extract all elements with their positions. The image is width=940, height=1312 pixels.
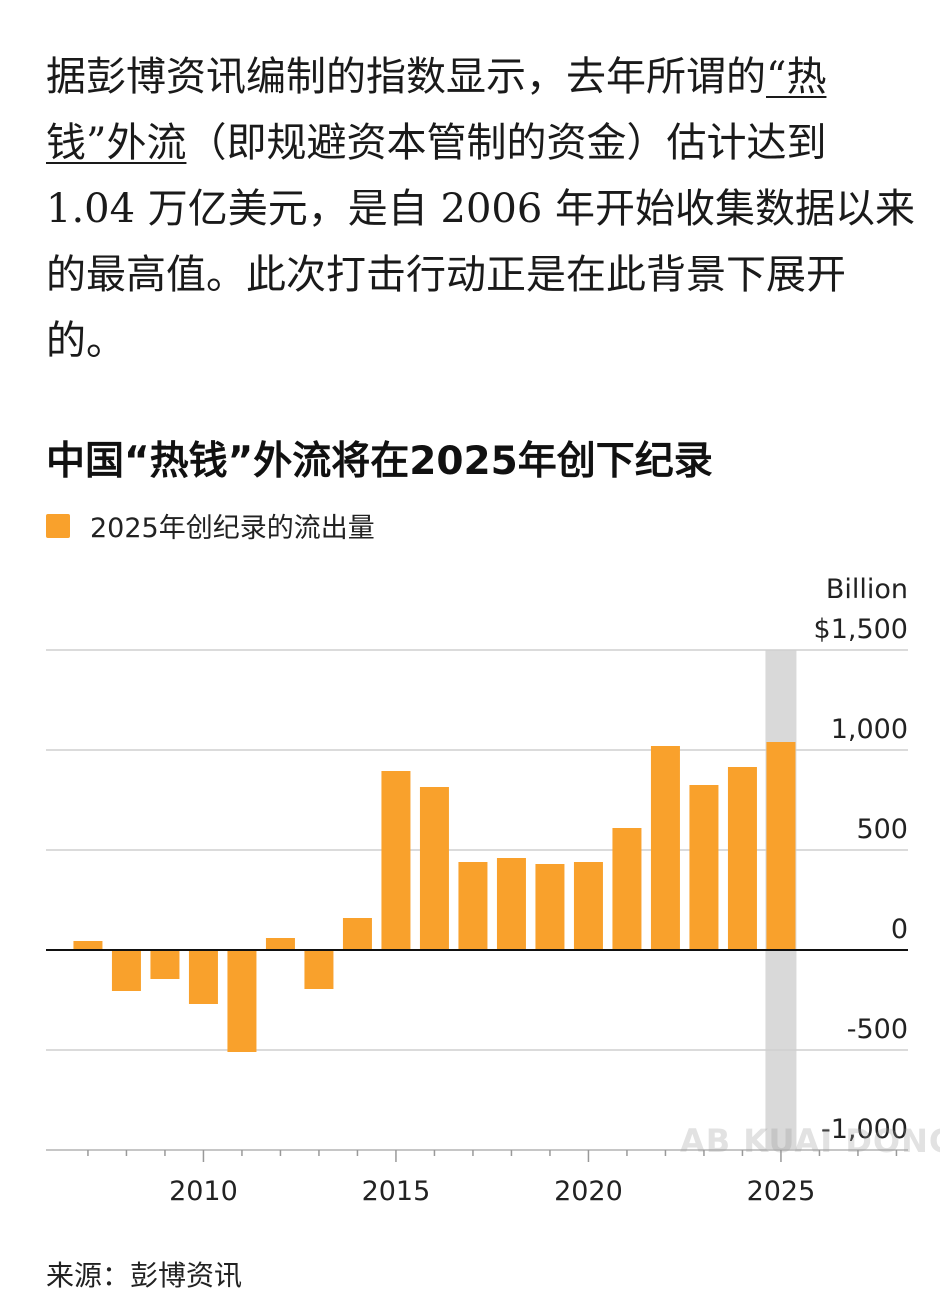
bar-2012 (265, 938, 295, 950)
bar-2022 (650, 746, 680, 950)
legend-swatch (46, 513, 70, 538)
chart-title: 中国“热钱”外流将在2025年创下纪录 (46, 439, 713, 484)
source-note: 来源：彭博资讯 (46, 1259, 243, 1292)
y-tick-label: 1,000 (831, 714, 908, 745)
chart-legend: 2025年创纪录的流出量 (46, 506, 375, 545)
bar-2010 (188, 950, 218, 1004)
article-paragraph: 据彭博资讯编制的指数显示，去年所谓的“热钱”外流（即规避资本管制的资金）估计达到… (46, 44, 916, 374)
y-tick-label: 0 (891, 914, 908, 945)
y-tick-label: -1,000 (821, 1114, 908, 1145)
bar-2021 (612, 828, 642, 950)
bar-2015 (381, 771, 411, 950)
y-tick-label: 500 (856, 814, 908, 845)
article-text-after: （即规避资本管制的资金）估计达到 1.04 万亿美元，是自 2006 年开始收集… (46, 120, 916, 364)
bar-2024 (727, 767, 757, 950)
x-tick-label-2015: 2015 (362, 1176, 431, 1207)
bar-2009 (150, 950, 180, 979)
bar-2017 (458, 862, 488, 950)
bar-2018 (496, 858, 526, 950)
legend-label: 2025年创纪录的流出量 (90, 513, 375, 544)
bar-2016 (419, 787, 449, 950)
watermark: AB KUAI DONG (680, 1122, 940, 1160)
bar-chart: $1,500 1,000 500 0 -500 -1,000 Billion 2010 2015… (46, 574, 908, 1207)
bar-2020 (573, 862, 603, 950)
hot-money-link[interactable]: “热钱”外流 (46, 54, 827, 166)
bar-2011 (227, 950, 257, 1052)
y-unit-label: Billion (826, 574, 908, 605)
y-tick-label: $1,500 (814, 614, 908, 645)
x-tick-label-2025: 2025 (747, 1176, 816, 1207)
bar-2014 (342, 918, 372, 950)
bar-2008 (111, 950, 141, 991)
y-tick-label: -500 (847, 1014, 908, 1045)
bar-2007 (73, 941, 103, 950)
bar-2023 (689, 785, 719, 950)
article-text-before: 据彭博资讯编制的指数显示，去年所谓的 (46, 54, 766, 100)
x-tick-label-2010: 2010 (169, 1176, 238, 1207)
bar-2025 (766, 742, 796, 950)
bar-2019 (535, 864, 565, 950)
bar-2013 (304, 950, 334, 989)
x-tick-label-2020: 2020 (554, 1176, 623, 1207)
